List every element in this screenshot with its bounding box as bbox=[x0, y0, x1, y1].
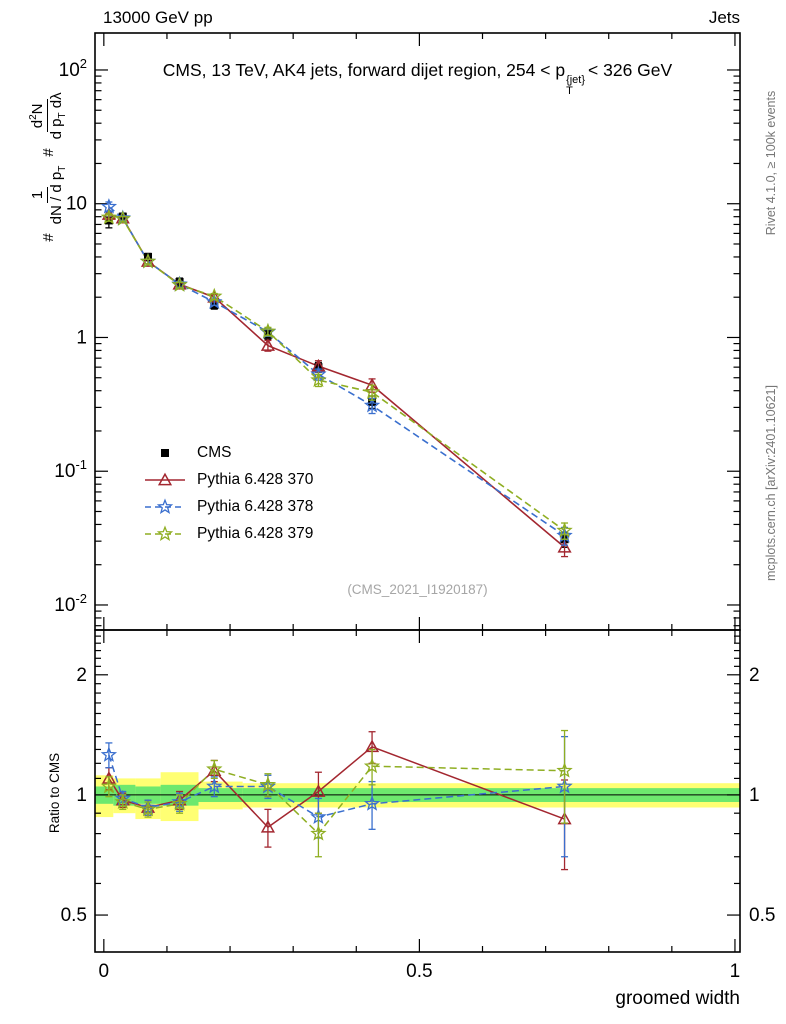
legend-label: Pythia 6.428 378 bbox=[197, 498, 314, 515]
plot-title-text: CMS, 13 TeV, AK4 jets, forward dijet reg… bbox=[162, 60, 566, 80]
ylabel-hash-1: # bbox=[40, 233, 57, 242]
svg-text:0.5: 0.5 bbox=[406, 961, 432, 982]
legend-item-cms: CMS bbox=[142, 443, 313, 463]
svg-text:1: 1 bbox=[76, 785, 87, 806]
svg-text:2: 2 bbox=[749, 665, 760, 686]
main-y-axis-label: # 1 dN / d pT # d2N d pT dλ bbox=[28, 38, 69, 296]
plot-title-post: < 326 GeV bbox=[588, 60, 673, 80]
axis-tick-labels: 102 10 1 10-1 10-2 2 2 1 1 0.5 0.5 0 0.5 1 bbox=[54, 56, 775, 982]
rivet-version-caption: Rivet 4.1.0, ≥ 100k events bbox=[764, 90, 778, 236]
ratio-panel-series bbox=[100, 729, 573, 871]
x-axis-label: groomed width bbox=[615, 988, 740, 1009]
ratio-y-axis-label: Ratio to CMS bbox=[47, 752, 62, 834]
svg-text:2: 2 bbox=[76, 665, 87, 686]
main-panel-series bbox=[100, 198, 573, 558]
cms-marker-icon bbox=[161, 449, 169, 457]
svg-text:1: 1 bbox=[730, 961, 741, 982]
legend-item-pythia-378: Pythia 6.428 378 bbox=[142, 497, 313, 517]
plot-title: CMS, 13 TeV, AK4 jets, forward dijet reg… bbox=[95, 60, 740, 97]
svg-text:10-2: 10-2 bbox=[54, 591, 87, 616]
svg-text:10-1: 10-1 bbox=[54, 457, 87, 482]
legend-item-pythia-379: Pythia 6.428 379 bbox=[142, 524, 313, 544]
svg-text:1: 1 bbox=[76, 327, 87, 348]
analysis-id-watermark: (CMS_2021_I1920187) bbox=[347, 582, 488, 597]
header-beam-energy: 13000 GeV pp bbox=[103, 8, 213, 27]
pythia-379-marker-icon bbox=[145, 525, 185, 541]
legend: CMS Pythia 6.428 370 Pythia 6.428 378 Py… bbox=[142, 443, 313, 551]
legend-item-pythia-370: Pythia 6.428 370 bbox=[142, 470, 313, 490]
axis-ticks bbox=[95, 33, 740, 952]
svg-text:0.5: 0.5 bbox=[61, 905, 87, 926]
legend-label: Pythia 6.428 379 bbox=[197, 525, 314, 542]
ratio-bands bbox=[95, 772, 740, 822]
plot-title-sup: {jet} bbox=[566, 74, 586, 86]
ylabel-fraction-1: 1 dN / d pT bbox=[28, 165, 68, 225]
plot-title-sub: T bbox=[566, 85, 573, 97]
ylabel-fraction-2: d2N d pT dλ bbox=[28, 92, 68, 140]
svg-text:102: 102 bbox=[59, 56, 87, 81]
svg-text:10: 10 bbox=[66, 194, 87, 215]
ylabel-hash-2: # bbox=[40, 148, 57, 157]
legend-label: Pythia 6.428 370 bbox=[197, 471, 314, 488]
pythia-370-marker-icon bbox=[145, 472, 185, 486]
svg-text:0.5: 0.5 bbox=[749, 905, 775, 926]
legend-label: CMS bbox=[197, 444, 232, 461]
mcplots-caption: mcplots.cern.ch [arXiv:2401.10621] bbox=[764, 385, 778, 581]
pythia-378-marker-icon bbox=[145, 498, 185, 514]
svg-text:0: 0 bbox=[99, 961, 110, 982]
plot-title-pt-stack: {jet} T bbox=[566, 75, 585, 97]
header-process: Jets bbox=[708, 8, 740, 27]
svg-text:1: 1 bbox=[749, 785, 760, 806]
